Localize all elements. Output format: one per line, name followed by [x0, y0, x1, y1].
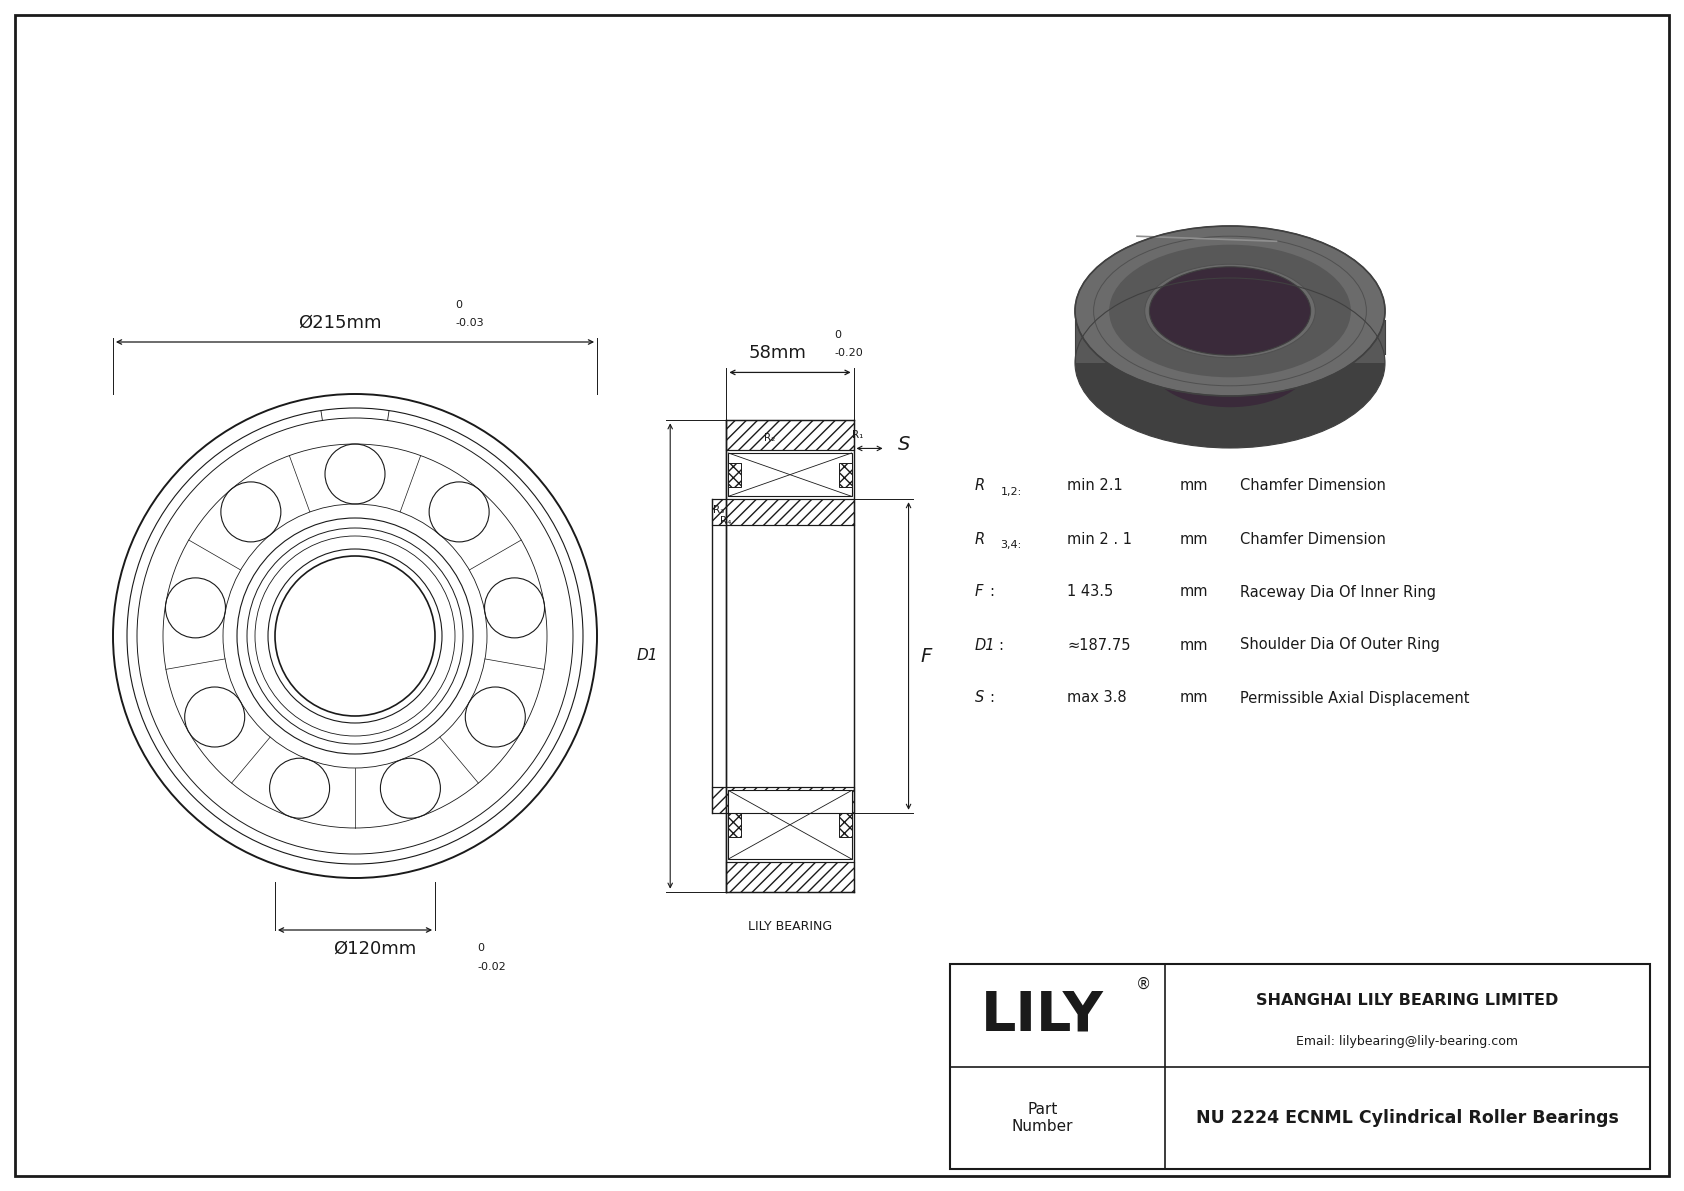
Text: R: R [975, 531, 985, 547]
Bar [729, 463, 741, 487]
Ellipse shape [1308, 336, 1324, 349]
Text: R₂: R₂ [765, 434, 776, 443]
Text: Part
Number: Part Number [1012, 1102, 1073, 1134]
Text: max 3.8: max 3.8 [1068, 691, 1127, 705]
Polygon shape [712, 787, 854, 812]
Text: R₁: R₁ [852, 430, 862, 439]
Text: 3,4:: 3,4: [1000, 540, 1022, 550]
Ellipse shape [1234, 358, 1244, 376]
Ellipse shape [1118, 298, 1137, 308]
Bar [839, 812, 852, 836]
Text: D1: D1 [975, 637, 995, 653]
Text: R₄: R₄ [721, 517, 731, 526]
Ellipse shape [1148, 343, 1164, 357]
Text: Chamfer Dimension: Chamfer Dimension [1239, 479, 1386, 493]
Text: min 2.1: min 2.1 [1068, 479, 1123, 493]
Bar [950, 964, 1650, 1170]
Ellipse shape [1261, 249, 1271, 267]
Ellipse shape [1074, 226, 1384, 395]
Ellipse shape [1074, 278, 1384, 448]
Text: Email: lilybearing@lily-bearing.com: Email: lilybearing@lily-bearing.com [1297, 1035, 1519, 1048]
Text: mm: mm [1180, 479, 1209, 493]
Text: :: : [989, 691, 994, 705]
Ellipse shape [1093, 236, 1366, 386]
Text: 0: 0 [834, 330, 840, 341]
Text: Ø215mm: Ø215mm [298, 314, 382, 332]
Text: Ø120mm: Ø120mm [333, 940, 416, 958]
Text: 0: 0 [455, 300, 461, 310]
Text: LILY: LILY [982, 989, 1105, 1042]
Text: mm: mm [1180, 585, 1209, 599]
Text: Shoulder Dia Of Outer Ring: Shoulder Dia Of Outer Ring [1239, 637, 1440, 653]
Text: LILY BEARING: LILY BEARING [748, 919, 832, 933]
Ellipse shape [1150, 319, 1310, 407]
Ellipse shape [1145, 264, 1315, 357]
Text: F: F [975, 585, 983, 599]
Ellipse shape [1150, 267, 1310, 355]
Text: ≈187.75: ≈187.75 [1068, 637, 1130, 653]
Text: 1,2:: 1,2: [1000, 487, 1022, 497]
Text: -0.20: -0.20 [834, 349, 862, 358]
Polygon shape [726, 420, 854, 450]
Text: Raceway Dia Of Inner Ring: Raceway Dia Of Inner Ring [1239, 585, 1436, 599]
Bar [729, 791, 852, 859]
Text: min 2 . 1: min 2 . 1 [1068, 531, 1132, 547]
Text: :: : [999, 637, 1004, 653]
Text: Permissible Axial Displacement: Permissible Axial Displacement [1239, 691, 1470, 705]
Text: S: S [975, 691, 983, 705]
Bar [729, 812, 741, 836]
Polygon shape [712, 499, 854, 524]
Text: R: R [975, 479, 985, 493]
Text: 58mm: 58mm [749, 344, 807, 362]
Polygon shape [726, 862, 854, 892]
Text: R₃: R₃ [714, 505, 724, 516]
Text: Chamfer Dimension: Chamfer Dimension [1239, 531, 1386, 547]
Ellipse shape [1170, 255, 1184, 270]
Text: F: F [921, 647, 931, 666]
Bar [839, 463, 852, 487]
Text: NU 2224 ECNML Cylindrical Roller Bearings: NU 2224 ECNML Cylindrical Roller Bearing… [1196, 1109, 1618, 1127]
Text: ®: ® [1135, 977, 1150, 992]
Ellipse shape [1110, 244, 1351, 378]
Text: SHANGHAI LILY BEARING LIMITED: SHANGHAI LILY BEARING LIMITED [1256, 993, 1559, 1009]
Text: 0: 0 [477, 943, 483, 953]
Text: mm: mm [1180, 531, 1209, 547]
Bar [729, 453, 852, 497]
Text: mm: mm [1180, 691, 1209, 705]
Text: 1 43.5: 1 43.5 [1068, 585, 1113, 599]
Polygon shape [1074, 311, 1384, 363]
Text: D1: D1 [637, 649, 658, 663]
Polygon shape [1150, 307, 1310, 363]
Text: :: : [989, 585, 994, 599]
Text: S: S [898, 435, 909, 454]
Text: -0.02: -0.02 [477, 962, 505, 972]
Text: mm: mm [1180, 637, 1209, 653]
Ellipse shape [1319, 288, 1337, 299]
Text: -0.03: -0.03 [455, 318, 483, 328]
